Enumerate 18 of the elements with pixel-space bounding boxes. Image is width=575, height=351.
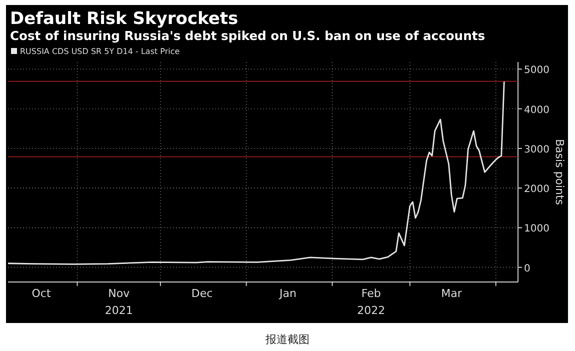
y-tick-label: 4000 [524,104,550,116]
y-axis-title: Basis points [553,138,566,206]
line-series [7,80,505,265]
y-tick-label: 2000 [524,184,550,196]
x-tick-label: Oct [32,287,52,300]
chart-subtitle: Cost of insuring Russia's debt spiked on U.S. ban on use of accounts [10,29,486,43]
x-tick-label: Dec [191,287,213,300]
y-tick-label: 3000 [524,144,550,156]
chart-title: Default Risk Skyrockets [10,9,238,29]
legend-label: RUSSIA CDS USD SR 5Y D14 - Last Price [20,47,180,56]
y-tick-label: 5000 [524,65,550,76]
x-tick-label: Mar [441,287,462,300]
y-tick-label: 1000 [524,224,550,235]
text: 报道截图 [264,333,310,346]
x-tick-label: Jan [278,287,296,300]
x-tick-label: Feb 2022 [357,287,386,317]
x-tick-label: Nov 2021 [104,287,133,317]
y-tick-label: 0 [524,263,530,274]
